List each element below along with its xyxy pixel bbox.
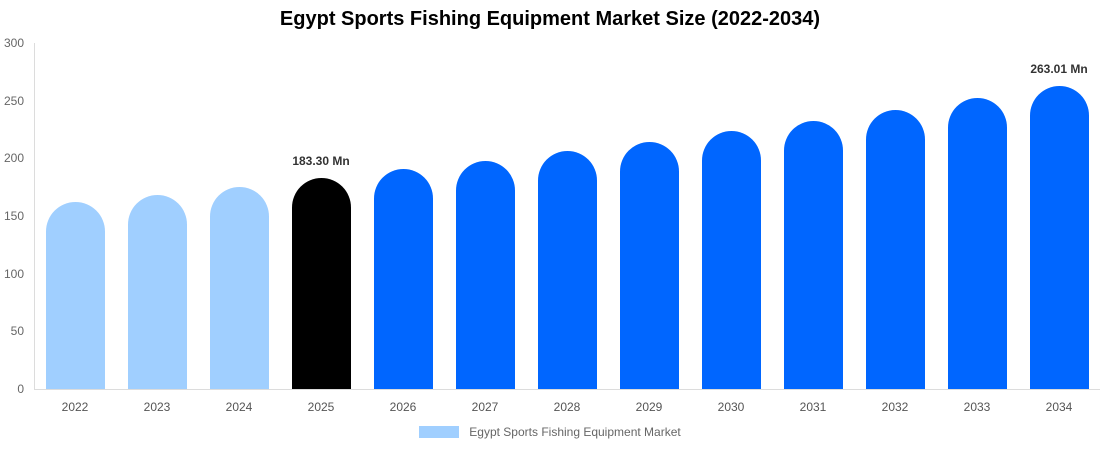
bar-2028[interactable] [537, 151, 597, 389]
bar-2029[interactable] [619, 141, 679, 389]
data-label: 263.01 Mn [1030, 61, 1088, 76]
x-tick-label: 2032 [881, 400, 909, 414]
bar-2027[interactable] [455, 160, 515, 389]
bar-2030[interactable] [701, 130, 761, 389]
x-tick-label: 2027 [471, 400, 499, 414]
x-tick-label: 2030 [717, 400, 745, 414]
bar-2024[interactable] [209, 186, 269, 389]
bar-2025[interactable] [291, 177, 351, 389]
bar-2034[interactable] [1029, 85, 1089, 389]
x-axis-line [34, 389, 1100, 390]
bar-2032[interactable] [865, 110, 925, 389]
y-tick-label: 100 [3, 266, 24, 281]
x-tick-label: 2023 [143, 400, 171, 414]
legend-swatch [419, 426, 460, 438]
x-tick-label: 2026 [389, 400, 417, 414]
bar-2033[interactable] [947, 98, 1007, 389]
y-axis-line [34, 43, 35, 389]
x-tick-label: 2025 [307, 400, 335, 414]
bar-2023[interactable] [127, 194, 187, 389]
chart-title: Egypt Sports Fishing Equipment Market Si… [279, 8, 821, 30]
x-tick-label: 2029 [635, 400, 663, 414]
y-tick-label: 200 [3, 151, 24, 166]
x-tick-label: 2024 [225, 400, 253, 414]
x-tick-label: 2028 [553, 400, 581, 414]
x-tick-label: 2022 [61, 400, 89, 414]
y-tick-label: 150 [3, 209, 24, 223]
x-tick-label: 2031 [799, 400, 827, 414]
y-tick-label: 300 [3, 36, 24, 50]
y-tick-label: 0 [17, 382, 24, 396]
bar-2022[interactable] [45, 202, 105, 389]
bar-2031[interactable] [783, 120, 843, 389]
bar-2026[interactable] [373, 169, 433, 389]
y-tick-label: 250 [3, 93, 24, 108]
x-tick-label: 2034 [1045, 400, 1073, 414]
data-label: 183.30 Mn [292, 153, 350, 168]
legend[interactable]: Egypt Sports Fishing Equipment Market [0, 425, 1100, 439]
x-tick-label: 2033 [963, 400, 991, 414]
y-tick-label: 50 [10, 324, 24, 339]
legend-label: Egypt Sports Fishing Equipment Market [469, 425, 681, 439]
